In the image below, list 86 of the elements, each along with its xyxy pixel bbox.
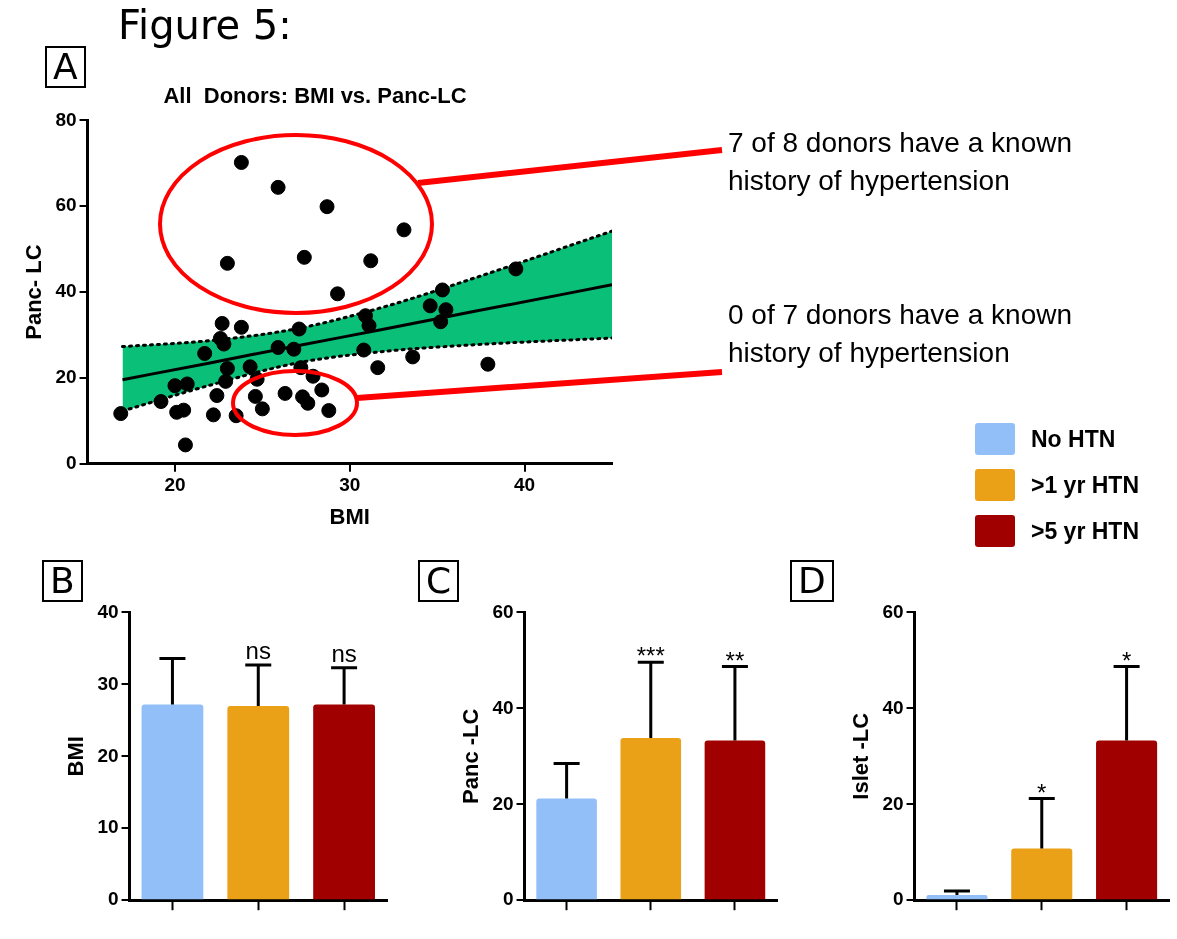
point	[113, 406, 129, 422]
point	[219, 361, 235, 377]
point	[233, 319, 249, 335]
point	[422, 298, 438, 314]
x-tick-label: 20	[164, 474, 186, 496]
y-axis-title: Panc- LC	[21, 244, 47, 340]
point	[153, 394, 169, 410]
y-tick-label: 40	[97, 600, 119, 622]
text: D	[790, 560, 834, 602]
point	[319, 199, 335, 215]
point	[330, 286, 346, 302]
point	[219, 255, 235, 271]
point	[277, 385, 293, 401]
point	[214, 315, 230, 331]
point	[434, 282, 450, 298]
point	[179, 376, 195, 392]
y-tick-label: 0	[107, 888, 119, 910]
point	[270, 179, 286, 195]
y-tick-label: 20	[55, 366, 77, 388]
point	[296, 249, 312, 265]
point	[247, 388, 263, 404]
caption: Figure 5:	[118, 2, 292, 48]
text: 7 of 8 donors have a known history of hypertension	[728, 126, 1073, 198]
point	[291, 321, 307, 337]
x-axis-title: BMI	[329, 503, 370, 529]
point	[167, 378, 183, 394]
y-tick-label: 60	[55, 194, 77, 216]
legend-label: No HTN	[1031, 425, 1116, 453]
data-label: ns	[331, 639, 357, 667]
point	[314, 382, 330, 398]
y-tick-label: 0	[65, 452, 77, 474]
point	[300, 395, 316, 411]
legend-label: >5 yr HTN	[1031, 517, 1140, 545]
point	[363, 253, 379, 269]
y-tick-label: 30	[97, 672, 119, 694]
line-series	[121, 229, 612, 349]
legend-label: >1 yr HTN	[1031, 471, 1140, 499]
point	[370, 360, 386, 376]
point	[433, 314, 449, 330]
point	[254, 401, 270, 417]
y-tick-label: 60	[492, 600, 514, 622]
y-axis-title: Panc -LC	[458, 708, 484, 804]
y-axis-title: BMI	[63, 736, 89, 777]
point	[177, 437, 193, 453]
point	[405, 349, 421, 365]
point	[361, 318, 377, 334]
data-label: **	[725, 646, 745, 674]
line-series	[121, 283, 612, 382]
x-tick-label: 40	[514, 474, 536, 496]
text: A	[45, 46, 86, 88]
data-label: *	[1121, 646, 1132, 674]
y-tick-label: 10	[97, 816, 119, 838]
point	[356, 342, 372, 358]
y-tick-label: 60	[882, 600, 904, 622]
point	[480, 356, 496, 372]
text: C	[418, 560, 460, 602]
point	[218, 373, 234, 389]
y-tick-label: 20	[882, 792, 904, 814]
y-axis-title: Islet -LC	[848, 712, 874, 800]
point	[286, 341, 302, 357]
point	[233, 154, 249, 170]
y-tick-label: 80	[55, 108, 77, 130]
y-tick-label: 40	[55, 280, 77, 302]
point	[396, 222, 412, 238]
data-label: *	[1037, 778, 1047, 806]
data-label: ns	[245, 636, 271, 664]
data-label: ***	[636, 642, 665, 670]
y-tick-label: 40	[492, 696, 514, 718]
y-tick-label: 40	[882, 696, 904, 718]
x-tick-label: 30	[339, 474, 361, 496]
point	[176, 402, 192, 418]
y-tick-label: 0	[892, 888, 904, 910]
text: B	[42, 560, 83, 602]
y-tick-label: 0	[502, 888, 514, 910]
point	[438, 302, 454, 318]
point	[197, 345, 213, 361]
point	[321, 403, 337, 419]
point	[205, 407, 221, 423]
point	[508, 261, 524, 277]
text: 0 of 7 donors have a known history of hypertension	[728, 298, 1073, 370]
point	[209, 388, 225, 404]
y-tick-label: 20	[97, 744, 119, 766]
chart-title: All Donors: BMI vs. Panc-LC	[163, 83, 467, 109]
point	[270, 339, 286, 355]
y-tick-label: 20	[492, 792, 514, 814]
point	[242, 359, 258, 375]
